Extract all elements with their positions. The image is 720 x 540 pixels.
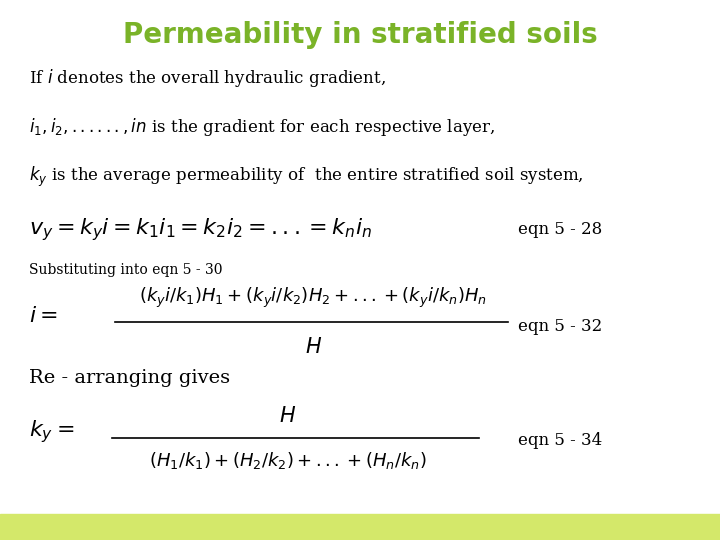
Text: $k_y$ is the average permeability of  the entire stratified soil system,: $k_y$ is the average permeability of the… (29, 165, 583, 189)
Text: $(H_1 / k_1)+(H_2 / k_2)+...+(H_n / k_n)$: $(H_1 / k_1)+(H_2 / k_2)+...+(H_n / k_n)… (149, 450, 427, 470)
Text: Substituting into eqn 5 - 30: Substituting into eqn 5 - 30 (29, 263, 222, 277)
Text: $H$: $H$ (279, 406, 297, 426)
Text: If $i$ denotes the overall hydraulic gradient,: If $i$ denotes the overall hydraulic gra… (29, 68, 386, 89)
Text: Permeability in stratified soils: Permeability in stratified soils (122, 21, 598, 49)
Text: $H$: $H$ (305, 336, 322, 357)
Text: $i_1, i_2, ......, in$ is the gradient for each respective layer,: $i_1, i_2, ......, in$ is the gradient f… (29, 116, 495, 138)
Text: eqn 5 - 32: eqn 5 - 32 (518, 318, 603, 335)
Text: eqn 5 - 28: eqn 5 - 28 (518, 221, 603, 238)
Text: $k_y =$: $k_y =$ (29, 418, 74, 445)
Bar (0, 514, 720, 540)
Text: Re - arranging gives: Re - arranging gives (29, 369, 230, 387)
Text: $i =$: $i =$ (29, 305, 58, 327)
Text: eqn 5 - 34: eqn 5 - 34 (518, 431, 603, 449)
Text: $v_y = k_y i = k_1 i_1 = k_2 i_2 = ... = k_n i_n$: $v_y = k_y i = k_1 i_1 = k_2 i_2 = ... =… (29, 216, 372, 243)
Text: $(k_y i/k_1)H_1+(k_y i/k_2)H_2+...+(k_y i/k_n)H_n$: $(k_y i/k_1)H_1+(k_y i/k_2)H_2+...+(k_y … (139, 286, 487, 310)
